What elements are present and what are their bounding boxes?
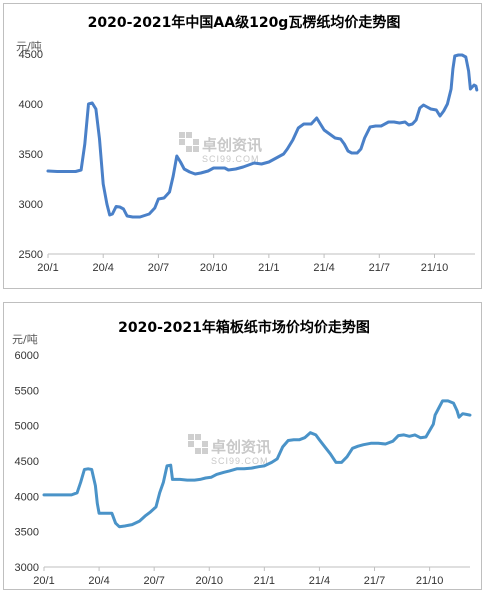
x-tick-label: 21/7 — [364, 575, 385, 587]
y-axis-unit: 元/吨 — [12, 333, 38, 346]
y-axis-unit: 元/吨 — [16, 40, 42, 53]
series-line — [42, 399, 472, 529]
x-tick-label: 21/10 — [416, 575, 444, 587]
x-tick-label: 21/7 — [369, 262, 390, 274]
y-tick-label: 3000 — [19, 199, 43, 211]
watermark-sub: SCI99.COM — [202, 154, 260, 164]
series-line — [46, 53, 479, 219]
y-tick-label: 6000 — [15, 350, 39, 362]
y-tick-label: 4000 — [19, 99, 43, 111]
y-tick-label: 3500 — [15, 527, 39, 539]
x-tick-label: 20/10 — [195, 575, 223, 587]
watermark-text: 卓创资讯 — [202, 136, 262, 154]
y-tick-label: 3000 — [15, 562, 39, 574]
chart-corrugated-svg: 2020-2021年中国AA级120g瓦楞纸均价走势图 元/吨 卓创资讯 SCI… — [16, 14, 479, 274]
x-tick-label: 21/1 — [258, 262, 279, 274]
watermark-sub: SCI99.COM — [211, 456, 269, 466]
y-tick-label: 4500 — [19, 49, 43, 61]
x-tick-label: 21/1 — [254, 575, 275, 587]
watermark: 卓创资讯 SCI99.COM — [179, 132, 262, 164]
x-tick-label: 20/7 — [143, 575, 164, 587]
chart-title: 2020-2021年箱板纸市场价均价走势图 — [118, 319, 370, 336]
x-tick-label: 20/10 — [200, 262, 228, 274]
chart-panel-corrugated: 2020-2021年中国AA级120g瓦楞纸均价走势图 元/吨 卓创资讯 SCI… — [3, 3, 482, 289]
watermark-logo-icon — [179, 132, 199, 152]
x-tick-label: 20/4 — [93, 262, 114, 274]
y-tick-label: 5500 — [15, 385, 39, 397]
watermark-text: 卓创资讯 — [211, 438, 271, 456]
y-tick-label: 2500 — [19, 249, 43, 261]
x-tick-label: 20/4 — [88, 575, 109, 587]
x-tick-label: 20/7 — [148, 262, 169, 274]
x-tick-label: 21/10 — [421, 262, 449, 274]
chart-panel-boxboard: 2020-2021年箱板纸市场价均价走势图 元/吨 卓创资讯 SCI99.COM… — [3, 302, 482, 590]
x-tick-label: 20/1 — [33, 575, 54, 587]
y-tick-label: 4500 — [15, 456, 39, 468]
x-tick-label: 21/4 — [313, 262, 334, 274]
watermark-logo-icon — [188, 434, 208, 454]
y-tick-label: 5000 — [15, 421, 39, 433]
watermark: 卓创资讯 SCI99.COM — [188, 434, 271, 466]
x-tick-label: 21/4 — [309, 575, 330, 587]
chart-boxboard-svg: 2020-2021年箱板纸市场价均价走势图 元/吨 卓创资讯 SCI99.COM… — [12, 319, 472, 587]
x-tick-label: 20/1 — [37, 262, 58, 274]
y-tick-label: 4000 — [15, 491, 39, 503]
chart-title: 2020-2021年中国AA级120g瓦楞纸均价走势图 — [88, 14, 401, 31]
y-tick-label: 3500 — [19, 149, 43, 161]
